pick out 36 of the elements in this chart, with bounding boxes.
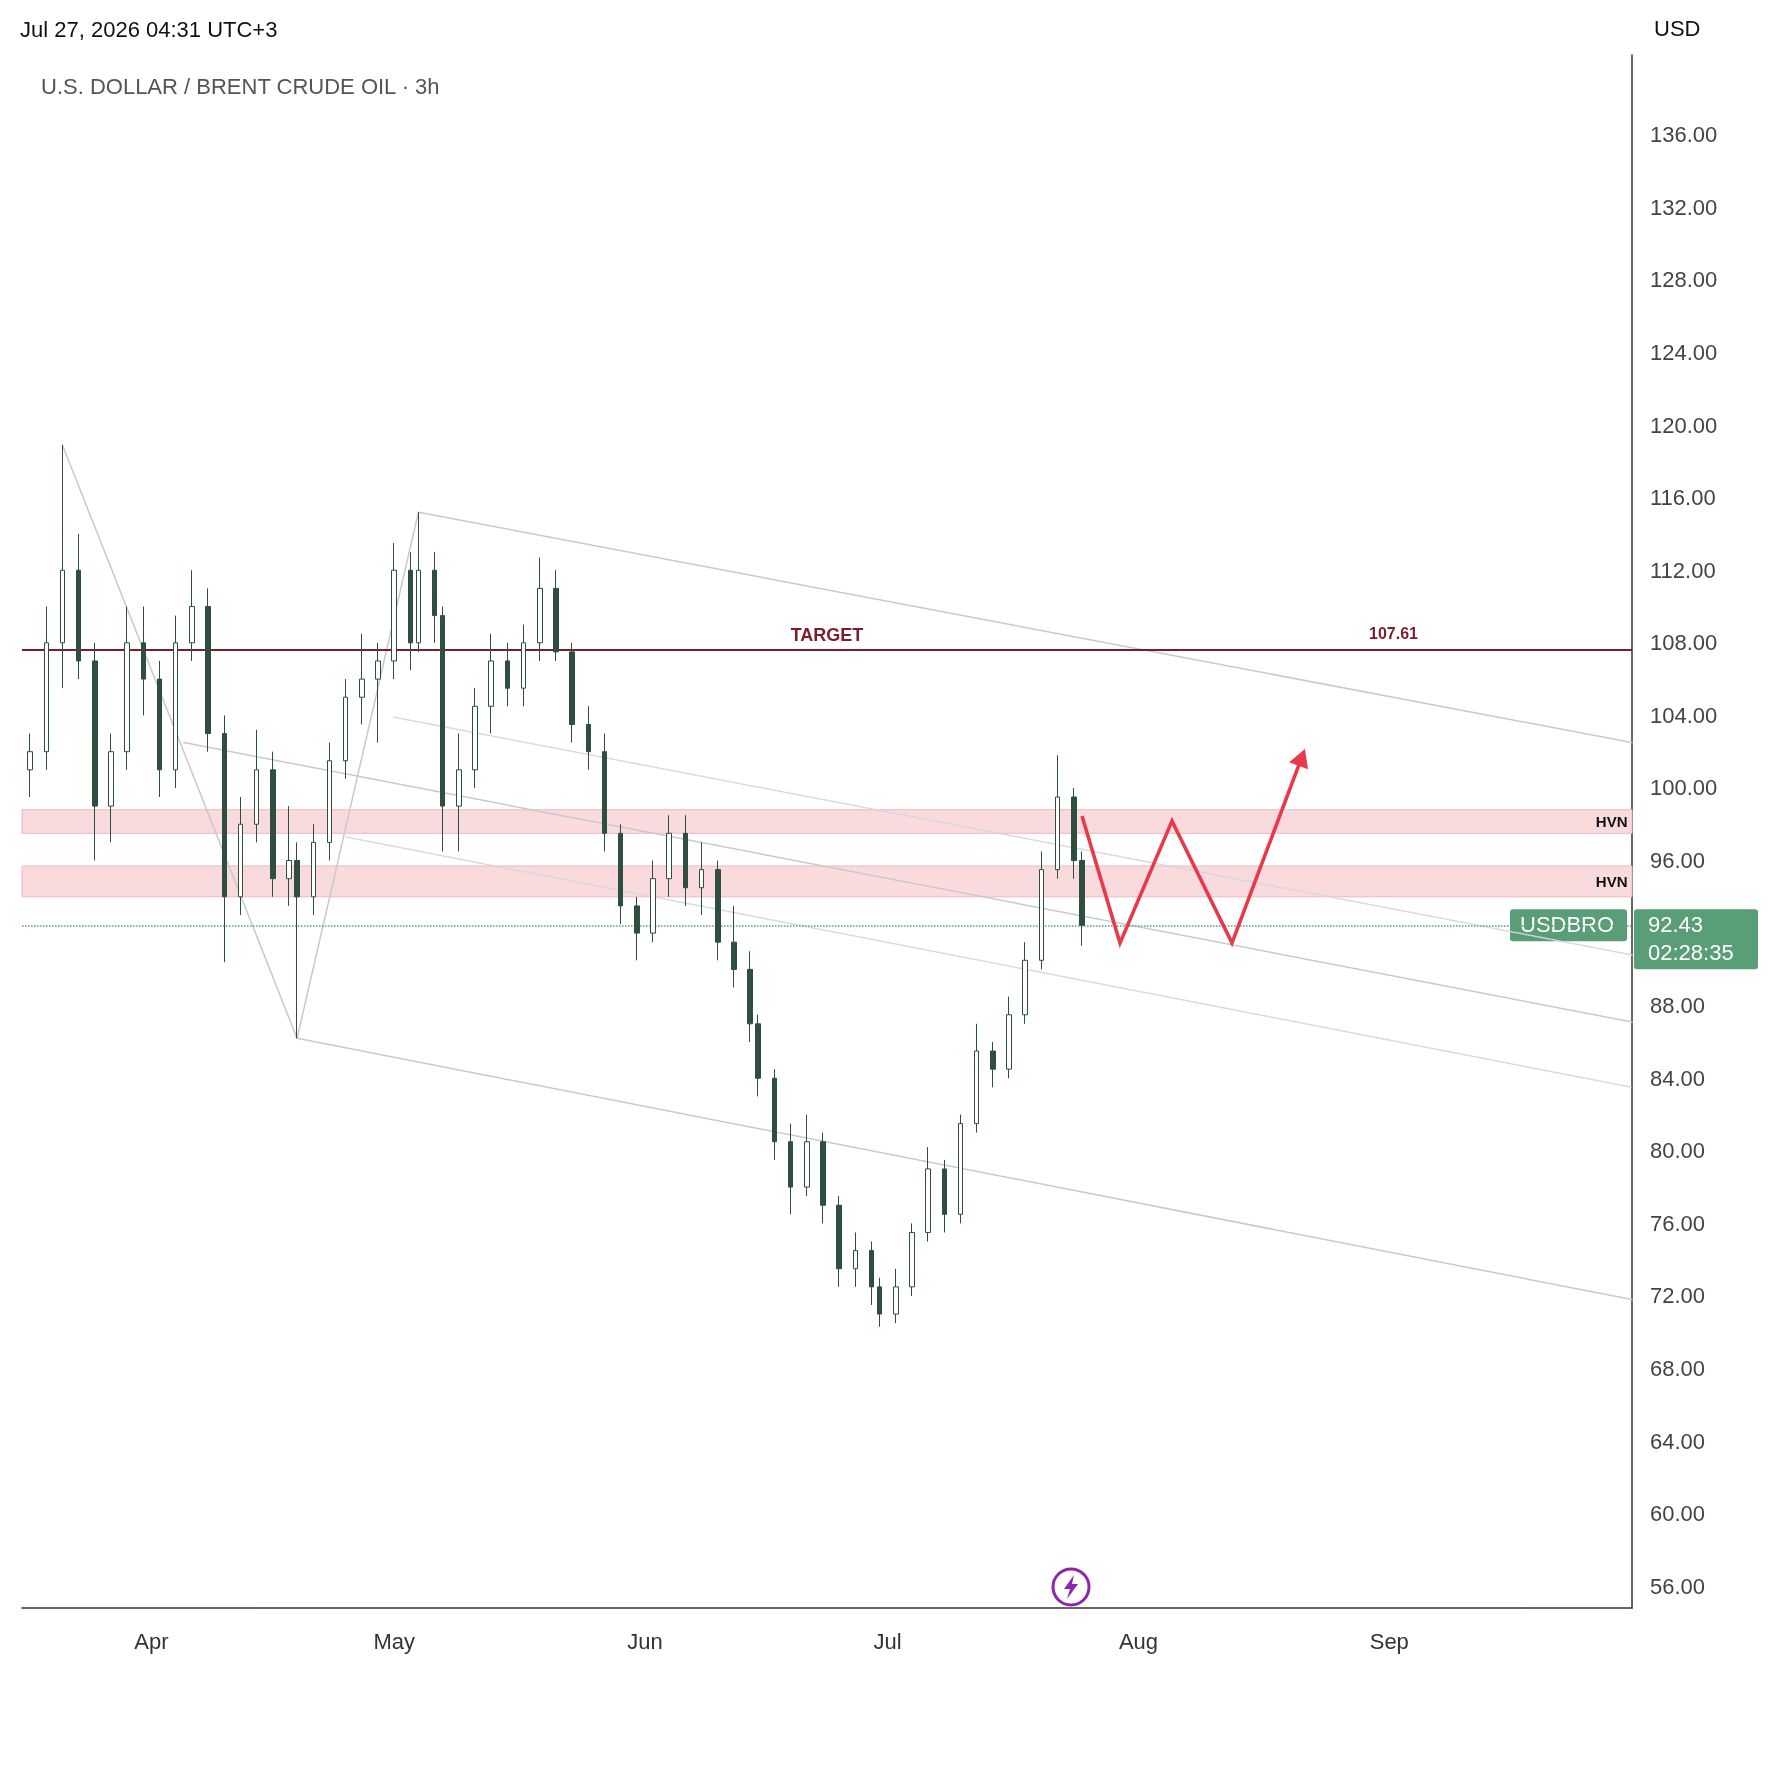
x-tick-label: Jun — [627, 1628, 663, 1654]
ref-line-label: USDBRO — [1520, 911, 1615, 937]
y-tick-label: 72.00 — [1650, 1283, 1706, 1309]
x-tick-label: May — [373, 1628, 415, 1654]
annotation: 107.61 — [1369, 625, 1419, 643]
y-tick-label: 116.00 — [1650, 485, 1716, 511]
x-tick-label: Apr — [134, 1628, 169, 1654]
y-axis-title: USD — [1654, 15, 1701, 41]
y-tick-label: 100.00 — [1650, 775, 1718, 801]
x-tick-label: Aug — [1118, 1628, 1159, 1654]
x-tick-label: Sep — [1369, 1628, 1409, 1654]
x-tick-label: Jul — [873, 1628, 902, 1654]
text: U.S. DOLLAR / BRENT CRUDE OIL · 3h — [41, 73, 440, 99]
annotation: 92.43 — [1648, 911, 1704, 937]
y-tick-label: 96.00 — [1650, 848, 1706, 874]
y-tick-label: 136.00 — [1650, 122, 1718, 148]
y-tick-label: 88.00 — [1650, 993, 1706, 1019]
y-tick-label: 120.00 — [1650, 412, 1718, 438]
text: Jul 27, 2026 04:31 UTC+3 — [20, 16, 278, 42]
y-tick-label: 56.00 — [1650, 1573, 1706, 1599]
y-tick-label: 108.00 — [1650, 630, 1718, 656]
text: 02:28:35 — [1648, 939, 1734, 965]
ref-line-label: TARGET — [790, 624, 864, 645]
y-tick-label: 124.00 — [1650, 340, 1718, 366]
y-tick-label: 64.00 — [1650, 1428, 1706, 1454]
band-label: HVN — [1595, 872, 1628, 890]
y-tick-label: 132.00 — [1650, 194, 1718, 220]
y-tick-label: 80.00 — [1650, 1138, 1706, 1164]
y-tick-label: 104.00 — [1650, 702, 1718, 728]
y-tick-label: 112.00 — [1650, 557, 1716, 583]
y-tick-label: 68.00 — [1650, 1356, 1706, 1382]
y-tick-label: 60.00 — [1650, 1501, 1706, 1527]
y-tick-label: 76.00 — [1650, 1210, 1706, 1236]
y-tick-label: 128.00 — [1650, 267, 1718, 293]
band-label: HVN — [1595, 813, 1628, 831]
y-tick-label: 84.00 — [1650, 1065, 1706, 1091]
